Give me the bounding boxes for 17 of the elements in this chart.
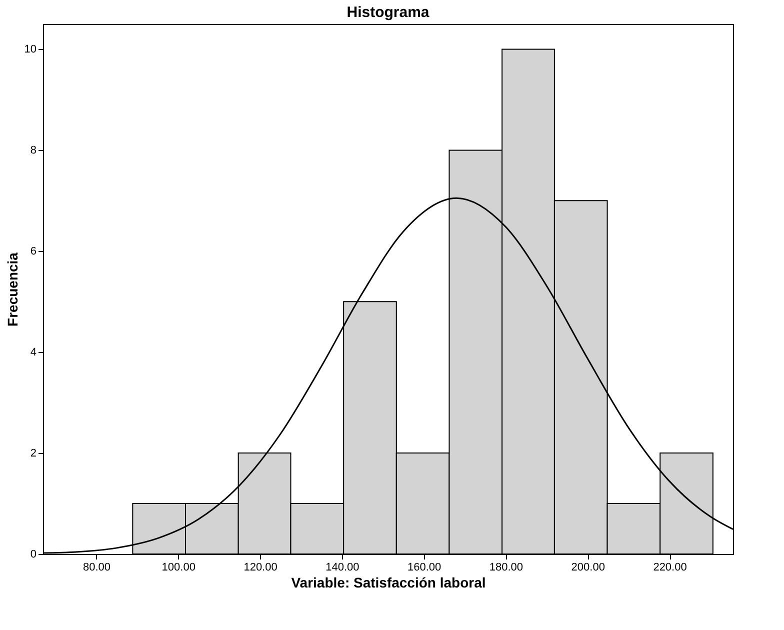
y-tick-label: 10: [24, 44, 36, 56]
x-tick-label: 160.00: [408, 562, 442, 574]
x-tick-label: 80.00: [82, 562, 110, 574]
x-tick-label: 140.00: [326, 562, 360, 574]
y-tick-label: 0: [30, 548, 36, 560]
x-axis-title: Variable: Satisfacción laboral: [291, 574, 486, 590]
x-tick-label: 180.00: [489, 562, 524, 574]
x-tick-label: 100.00: [162, 562, 196, 574]
x-tick-label: 120.00: [244, 562, 278, 574]
chart-title: Histograma: [346, 4, 430, 21]
y-tick-label: 6: [30, 246, 36, 258]
y-axis-title: Frecuencia: [4, 252, 20, 326]
x-tick-label: 220.00: [653, 562, 687, 574]
y-tick-label: 8: [30, 144, 36, 157]
y-tick-label: 4: [30, 346, 36, 359]
x-tick-label: 200.00: [571, 562, 605, 574]
y-tick-label: 2: [30, 448, 36, 460]
